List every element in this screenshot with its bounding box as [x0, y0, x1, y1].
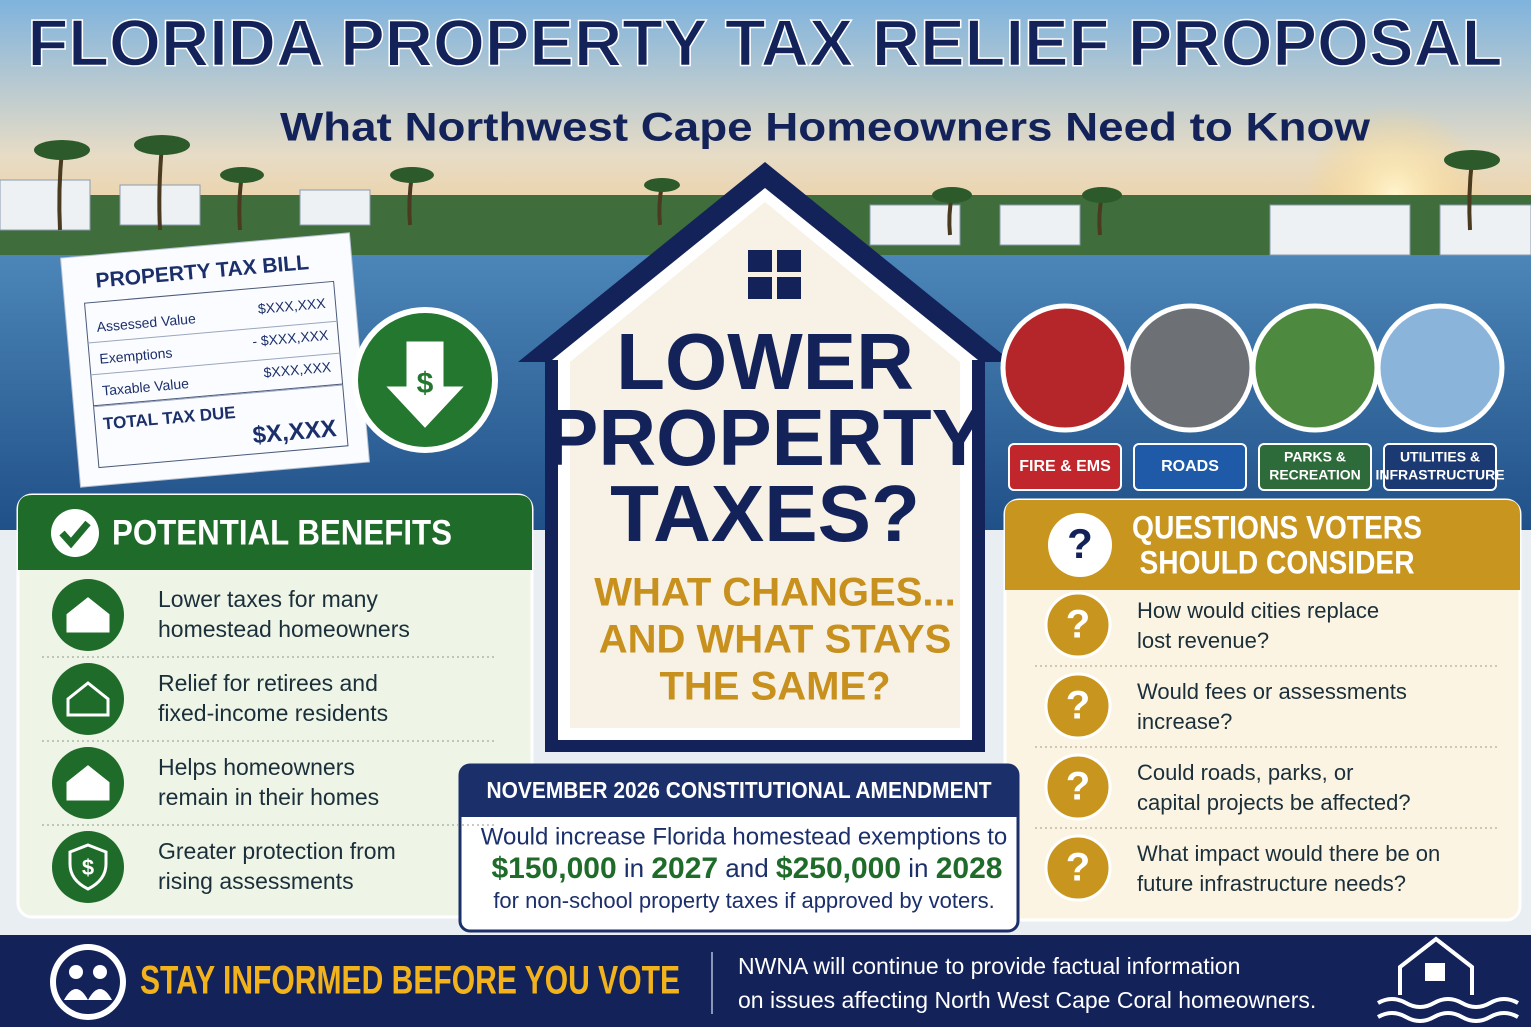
subtitle: What Northwest Cape Homeowners Need to K…	[280, 106, 1371, 150]
benefit-glyph	[66, 681, 110, 717]
house-headline: LOWER	[616, 317, 914, 406]
question-icon	[1044, 753, 1112, 821]
benefit-text: homestead homeowners	[158, 616, 410, 642]
house-headline: PROPERTY	[545, 393, 985, 482]
bill-row-rule	[90, 352, 340, 376]
benefit-text: Relief for retirees and	[158, 670, 378, 696]
questions-title: SHOULD CONSIDER	[1140, 544, 1415, 580]
service-label: ROADS	[1161, 458, 1219, 475]
question-text: lost revenue?	[1137, 628, 1269, 653]
benefit-icon	[52, 663, 124, 735]
amount: $250,000	[776, 852, 901, 885]
question-mark: ?	[1066, 846, 1090, 890]
amendment-line: Would increase Florida homestead exempti…	[481, 823, 1008, 850]
service-label: INFRASTRUCTURE	[1375, 467, 1504, 483]
benefit-text: rising assessments	[158, 868, 354, 894]
service-photo	[1000, 303, 1130, 433]
connector: in	[901, 853, 936, 883]
question-mark: ?	[1066, 765, 1090, 809]
footer-message: NWNA will continue to provide factual in…	[738, 953, 1240, 979]
questions-title: QUESTIONS VOTERS	[1132, 509, 1422, 545]
house-subhead: AND WHAT STAYS	[599, 618, 952, 662]
benefits-title: POTENTIAL BENEFITS	[112, 513, 452, 552]
bill-row-rule	[93, 384, 343, 408]
question-text: future infrastructure needs?	[1137, 871, 1406, 896]
question-text: Could roads, parks, or	[1137, 760, 1353, 785]
bill-row-label: Exemptions	[99, 344, 173, 366]
question-icon	[1044, 672, 1112, 740]
connector: and	[718, 853, 776, 883]
service-label: RECREATION	[1269, 467, 1361, 483]
amendment-box: NOVEMBER 2026 CONSTITUTIONAL AMENDMENT W…	[458, 763, 1020, 933]
question-text: How would cities replace	[1137, 598, 1379, 623]
service-label: PARKS &	[1284, 449, 1346, 465]
questions-panel: ? QUESTIONS VOTERS SHOULD CONSIDER	[1003, 498, 1522, 922]
benefit-text: fixed-income residents	[158, 700, 388, 726]
arrow-dollar: $	[417, 367, 434, 400]
tax-bill: PROPERTY TAX BILL TOTAL TAX DUE $X,XXX A…	[59, 232, 371, 488]
bill-row-value: $XXX,XXX	[263, 359, 332, 381]
shield-icon	[68, 843, 108, 891]
benefit-icon	[52, 831, 124, 903]
bill-row-value: - $XXX,XXX	[252, 327, 330, 350]
service-photo	[1375, 303, 1505, 433]
question-text: increase?	[1137, 709, 1232, 734]
question-text: capital projects be affected?	[1137, 790, 1411, 815]
benefit-text: Lower taxes for many	[158, 586, 378, 612]
questions-header-icon: ?	[1067, 520, 1093, 567]
logo	[1377, 936, 1519, 1023]
benefits-panel: POTENTIAL BENEFITS	[16, 493, 534, 919]
year: 2027	[651, 852, 718, 885]
service-label-box	[1133, 443, 1247, 491]
amount: $150,000	[492, 852, 617, 885]
question-text: Would fees or assessments	[1137, 679, 1407, 704]
benefit-text: Helps homeowners	[158, 754, 355, 780]
question-text: What impact would there be on	[1137, 841, 1440, 866]
house-headline: TAXES?	[610, 469, 920, 558]
connector: in	[617, 853, 652, 883]
service-label: FIRE & EMS	[1019, 458, 1111, 475]
service-photo	[1125, 303, 1255, 433]
down-arrow-icon: $	[352, 307, 498, 453]
service-label: UTILITIES &	[1400, 449, 1480, 465]
main-title: FLORIDA PROPERTY TAX RELIEF PROPOSAL	[28, 5, 1503, 79]
benefit-text: remain in their homes	[158, 784, 379, 810]
shield-dollar: $	[82, 855, 94, 880]
bill-row-value: $XXX,XXX	[257, 295, 326, 317]
house	[518, 162, 1012, 752]
benefit-text: Greater protection from	[158, 838, 396, 864]
service-label-box	[1383, 443, 1497, 491]
question-icon	[1044, 834, 1112, 902]
footer: STAY INFORMED BEFORE YOU VOTE NWNA will …	[0, 935, 1531, 1027]
benefit-glyph	[66, 597, 110, 633]
benefit-glyph	[66, 765, 110, 801]
question-mark: ?	[1066, 603, 1090, 647]
amendment-amounts: $150,000 in 2027 and $250,000 in 2028	[492, 852, 1003, 885]
house-subhead: THE SAME?	[659, 665, 890, 709]
service-label-box	[1008, 443, 1122, 491]
house-subhead: WHAT CHANGES...	[594, 571, 955, 615]
amendment-line: for non-school property taxes if approve…	[493, 888, 994, 913]
year: 2028	[936, 852, 1003, 885]
amendment-title: NOVEMBER 2026 CONSTITUTIONAL AMENDMENT	[487, 777, 992, 803]
bill-row-rule	[87, 320, 338, 344]
question-mark: ?	[1066, 684, 1090, 728]
footer-cta: STAY INFORMED BEFORE YOU VOTE	[140, 959, 680, 1003]
question-icon	[1044, 591, 1112, 659]
service-label-box	[1258, 443, 1372, 491]
footer-message: on issues affecting North West Cape Cora…	[738, 987, 1316, 1013]
bill-row-label: Taxable Value	[102, 375, 190, 399]
service-photo	[1250, 303, 1380, 433]
